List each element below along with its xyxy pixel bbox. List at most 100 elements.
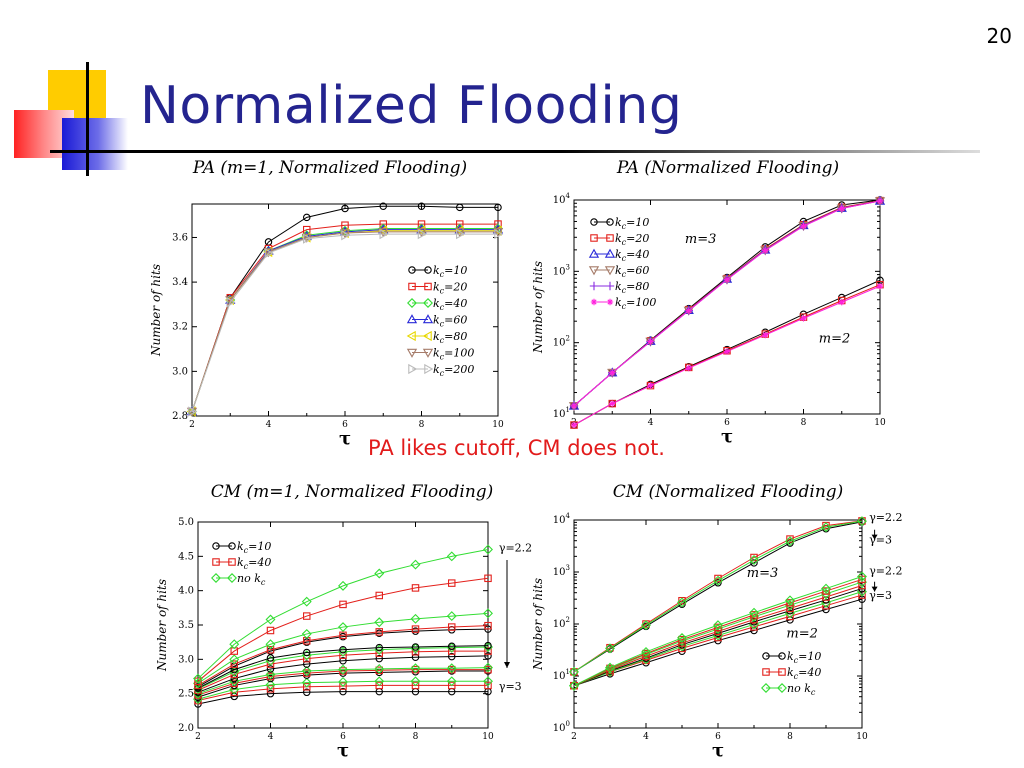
data-point	[374, 568, 385, 579]
data-point	[750, 553, 758, 562]
data-point	[570, 421, 578, 429]
data-point	[375, 591, 384, 600]
series-line	[197, 628, 489, 688]
y-tick-label: 2.8	[172, 411, 188, 422]
legend-marker	[406, 330, 416, 342]
data-point	[713, 620, 723, 631]
chart-plot: 2 4 6 8 10 2.8 3.0 3.2 3.4 3.6 τ Number of hits kc=1…	[149, 202, 504, 449]
data-point	[570, 668, 578, 676]
data-point	[301, 677, 312, 688]
legend-marker	[422, 314, 434, 324]
data-point	[685, 364, 692, 372]
x-tick-label: 4	[648, 418, 654, 428]
data-point	[876, 197, 884, 205]
data-point	[785, 595, 795, 606]
data-point	[375, 681, 384, 690]
data-point	[484, 621, 492, 630]
data-point	[303, 213, 311, 222]
y-tick-label: 2.5	[178, 689, 194, 700]
data-point	[785, 536, 795, 547]
data-point	[266, 672, 275, 681]
legend-marker	[406, 314, 418, 324]
y-tick-label: 100	[553, 720, 570, 734]
data-point	[229, 684, 240, 695]
data-point	[484, 641, 492, 650]
data-point	[339, 645, 347, 654]
series-line	[197, 669, 488, 696]
data-point	[265, 669, 276, 680]
data-point	[338, 664, 348, 675]
x-tick-label: 10	[874, 418, 886, 428]
legend-marker	[212, 558, 220, 566]
data-point	[303, 612, 311, 620]
series-line	[573, 520, 863, 673]
data-point	[455, 228, 466, 240]
data-point	[800, 222, 807, 230]
data-point	[723, 276, 731, 283]
data-point	[417, 228, 427, 240]
decorative-vertical-line	[86, 62, 89, 176]
series-line	[573, 520, 863, 673]
data-point	[417, 220, 426, 228]
slide-number: 20	[986, 24, 1012, 48]
y-axis-label: Number of hits	[149, 264, 163, 357]
series-line	[191, 205, 498, 412]
y-tick-label: 101	[553, 668, 570, 682]
chart-annotation: γ=3	[499, 680, 522, 693]
data-point	[647, 338, 654, 345]
data-point	[714, 627, 722, 636]
data-point	[605, 662, 615, 673]
data-point	[483, 662, 493, 673]
data-point	[410, 559, 421, 570]
series-line	[197, 612, 489, 684]
data-point	[374, 617, 385, 628]
data-point	[303, 233, 313, 244]
y-tick-label: 102	[553, 616, 570, 630]
series-unnamed-11	[194, 621, 492, 690]
data-point	[339, 656, 347, 665]
legend-marker	[406, 348, 418, 358]
y-axis-label: Number of hits	[155, 579, 169, 672]
data-point	[379, 202, 388, 210]
data-point	[264, 247, 274, 259]
legend-label: kc=40	[615, 248, 649, 263]
y-tick-label: 101	[553, 406, 570, 420]
data-point	[265, 679, 276, 690]
data-point	[713, 575, 723, 586]
data-point	[229, 654, 240, 665]
data-point	[411, 643, 420, 651]
data-point	[338, 677, 348, 687]
data-point	[375, 654, 384, 663]
x-tick-label: 2	[195, 732, 201, 742]
data-point	[303, 660, 311, 668]
legend-label: kc=200	[433, 363, 474, 378]
chart-plot: 2 4 6 8 10 100 101 102 103 104 τ Number of hits kc=1…	[531, 511, 902, 761]
legend-marker	[606, 298, 614, 306]
data-point	[411, 584, 420, 592]
data-point	[226, 297, 236, 308]
data-point	[800, 315, 807, 322]
legend-marker	[590, 218, 598, 226]
data-point	[821, 583, 831, 594]
legend-label: kc=20	[615, 232, 649, 247]
legend-marker	[761, 683, 771, 693]
chart-plot: 2 4 6 8 10 2.0 2.5 3.0 3.5 4.0 4.5 5.0 τ Number of hi…	[155, 517, 532, 761]
data-point	[338, 580, 348, 591]
data-point	[647, 382, 654, 389]
data-point	[821, 522, 831, 533]
data-point	[266, 626, 275, 635]
series-line	[197, 548, 489, 679]
data-point	[609, 400, 616, 407]
legend-marker	[590, 234, 598, 242]
legend-marker	[424, 266, 432, 274]
x-tick-label: 10	[482, 732, 494, 742]
data-point	[714, 623, 722, 632]
data-point	[749, 555, 759, 565]
data-point	[303, 648, 311, 657]
data-point	[230, 679, 239, 688]
legend-marker	[762, 668, 770, 676]
